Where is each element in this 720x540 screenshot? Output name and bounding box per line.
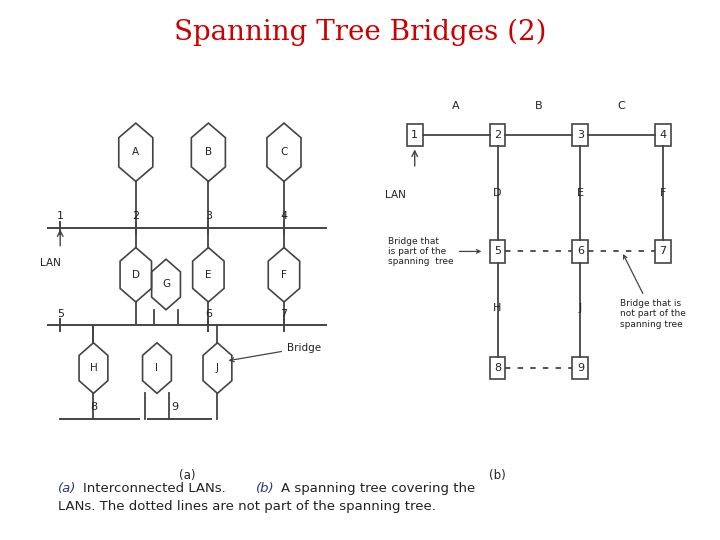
Bar xyxy=(572,357,588,379)
Text: (b): (b) xyxy=(256,482,274,495)
Text: 7: 7 xyxy=(280,309,287,319)
Bar xyxy=(490,357,505,379)
Bar xyxy=(490,240,505,262)
Text: 7: 7 xyxy=(660,246,667,256)
Text: H: H xyxy=(89,363,97,373)
Bar xyxy=(572,124,588,146)
Text: 6: 6 xyxy=(577,246,584,256)
Text: 8: 8 xyxy=(90,402,97,412)
Text: Spanning Tree Bridges (2): Spanning Tree Bridges (2) xyxy=(174,19,546,46)
Text: LAN: LAN xyxy=(40,258,60,268)
Bar xyxy=(490,124,505,146)
Text: 1: 1 xyxy=(411,130,418,140)
Bar xyxy=(407,124,423,146)
Text: Bridge: Bridge xyxy=(230,342,321,362)
Text: 1: 1 xyxy=(57,212,63,221)
Text: (b): (b) xyxy=(489,469,506,482)
Text: C: C xyxy=(618,100,626,111)
Text: 4: 4 xyxy=(280,212,287,221)
Text: 4: 4 xyxy=(660,130,667,140)
Text: (a): (a) xyxy=(58,482,76,495)
Text: 5: 5 xyxy=(494,246,501,256)
Text: 3: 3 xyxy=(577,130,584,140)
Text: G: G xyxy=(162,280,170,289)
Text: D: D xyxy=(132,270,140,280)
Text: LAN: LAN xyxy=(385,190,406,200)
Text: 9: 9 xyxy=(171,402,179,412)
Text: 9: 9 xyxy=(577,363,584,373)
Bar xyxy=(572,240,588,262)
Text: Bridge that
is part of the
spanning  tree: Bridge that is part of the spanning tree xyxy=(388,237,480,266)
Text: A: A xyxy=(452,100,460,111)
Text: J: J xyxy=(579,303,582,313)
Text: 3: 3 xyxy=(205,212,212,221)
Text: 2: 2 xyxy=(494,130,501,140)
Text: J: J xyxy=(216,363,219,373)
Text: A spanning tree covering the: A spanning tree covering the xyxy=(281,482,475,495)
Text: E: E xyxy=(577,188,584,198)
Text: 6: 6 xyxy=(205,309,212,319)
Text: B: B xyxy=(535,100,543,111)
Text: 8: 8 xyxy=(494,363,501,373)
Text: B: B xyxy=(204,147,212,157)
Text: H: H xyxy=(493,303,502,313)
Text: C: C xyxy=(280,147,288,157)
Text: 5: 5 xyxy=(57,309,63,319)
Text: D: D xyxy=(493,188,502,198)
Text: I: I xyxy=(156,363,158,373)
Bar xyxy=(655,240,671,262)
Text: Bridge that is
not part of the
spanning tree: Bridge that is not part of the spanning … xyxy=(620,255,686,328)
Text: LANs. The dotted lines are not part of the spanning tree.: LANs. The dotted lines are not part of t… xyxy=(58,500,436,513)
Text: 2: 2 xyxy=(132,212,140,221)
Text: E: E xyxy=(205,270,212,280)
Bar xyxy=(655,124,671,146)
Text: F: F xyxy=(660,188,666,198)
Text: Interconnected LANs.: Interconnected LANs. xyxy=(83,482,234,495)
Text: A: A xyxy=(132,147,140,157)
Text: (a): (a) xyxy=(179,469,195,482)
Text: F: F xyxy=(281,270,287,280)
